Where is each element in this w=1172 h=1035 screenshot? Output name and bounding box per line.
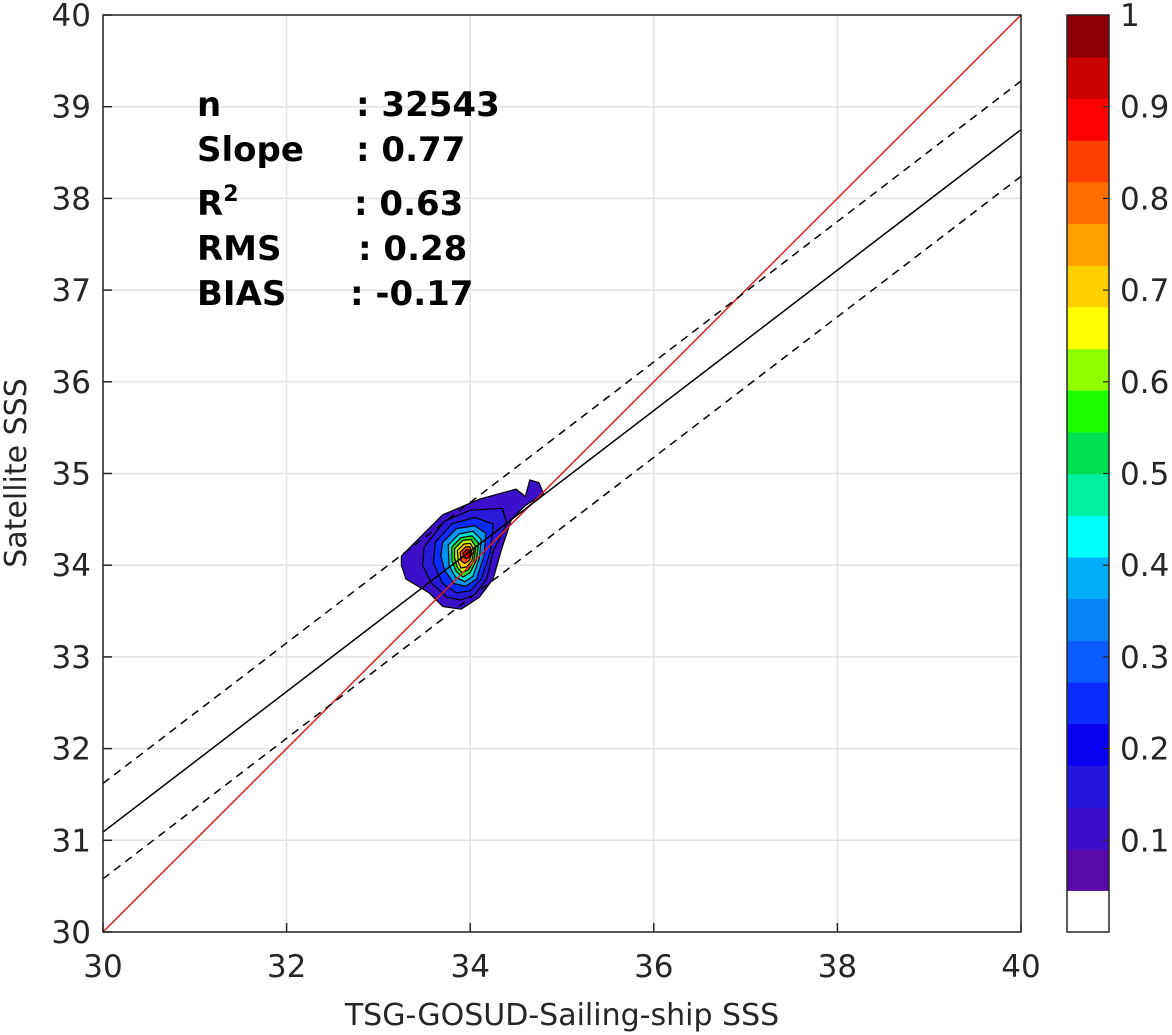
stat-r2-base: R [197, 184, 223, 224]
colorbar-tick-label: 0.1 [1120, 823, 1169, 859]
colorbar-tick-label: 0.6 [1120, 365, 1169, 401]
y-tick-label: 31 [52, 823, 91, 859]
colorbar-segment [1067, 390, 1109, 433]
colorbar-segment [1067, 181, 1109, 225]
x-tick-label: 34 [450, 949, 489, 985]
line-fit-minus-rms [103, 175, 1021, 880]
stat-rms-value: : 0.28 [358, 229, 467, 269]
colorbar-segment [1067, 765, 1109, 808]
colorbar-segment [1067, 98, 1109, 141]
stat-slope-label: Slope [197, 130, 304, 170]
stat-bias-label: BIAS [197, 274, 286, 314]
colorbar-tick-label: 0.3 [1120, 640, 1169, 676]
stat-r2-label: R2 [197, 182, 239, 224]
colorbar: 0.1 0.2 0.3 0.4 0.5 0.6 0.7 0.8 0.9 1 [1066, 0, 1169, 933]
colorbar-segment [1067, 265, 1109, 308]
x-tick-label: 36 [634, 949, 673, 985]
y-tick-label: 35 [52, 457, 91, 493]
y-tick-label: 32 [52, 732, 91, 768]
colorbar-segment [1067, 223, 1109, 266]
colorbar-segment [1067, 306, 1109, 350]
colorbar-tick-label: 0.7 [1120, 273, 1169, 309]
colorbar-tick-label: 0.5 [1120, 457, 1169, 493]
colorbar-segment [1067, 56, 1109, 99]
stat-n-value: : 32543 [356, 85, 500, 125]
colorbar-segment [1067, 723, 1109, 766]
stat-n-label: n [197, 85, 221, 125]
colorbar-segment [1067, 598, 1109, 641]
colorbar-segment [1067, 431, 1109, 475]
colorbar-segment [1067, 515, 1109, 558]
stat-r2-value: : 0.63 [354, 184, 463, 224]
colorbar-segment [1067, 848, 1109, 891]
y-tick-label: 30 [52, 915, 91, 951]
y-tick-label: 40 [52, 0, 91, 34]
line-regression-fit [103, 129, 1021, 833]
x-tick-label: 32 [267, 949, 306, 985]
stat-r2-superscript: 2 [223, 182, 238, 207]
x-tick-label: 40 [1001, 949, 1040, 985]
line-fit-plus-rms [103, 80, 1021, 785]
colorbar-tick-label: 0.4 [1120, 548, 1169, 584]
y-tick-label: 39 [52, 90, 91, 126]
colorbar-segment [1067, 348, 1109, 391]
colorbar-segment [1067, 140, 1109, 183]
colorbar-segment [1067, 890, 1109, 933]
density-contours [400, 479, 545, 610]
stat-rms-label: RMS [197, 229, 282, 269]
colorbar-segment [1067, 681, 1109, 725]
colorbar-segment [1067, 473, 1109, 516]
colorbar-segment [1067, 640, 1109, 683]
x-axis-label: TSG-GOSUD-Sailing-ship SSS [344, 998, 779, 1033]
y-tick-label: 36 [52, 365, 91, 401]
y-tick-label: 33 [52, 640, 91, 676]
colorbar-tick-label: 0.2 [1120, 732, 1169, 768]
colorbar-segment [1067, 806, 1109, 850]
y-axis-label: Satellite SSS [0, 378, 34, 568]
stats-box: n : 32543 Slope : 0.77 R2 : 0.63 RMS : 0… [197, 85, 500, 314]
colorbar-tick-label: 0.8 [1120, 181, 1169, 217]
colorbar-tick-label: 1 [1120, 0, 1140, 34]
reference-lines [103, 15, 1021, 932]
x-tick-label: 30 [83, 949, 122, 985]
stat-bias-value: : -0.17 [350, 274, 473, 314]
y-tick-label: 37 [52, 273, 91, 309]
stat-slope-value: : 0.77 [356, 130, 465, 170]
y-tick-label: 38 [52, 181, 91, 217]
x-tick-label: 38 [818, 949, 857, 985]
colorbar-segment [1067, 556, 1109, 600]
line-one-to-one [103, 15, 1021, 932]
colorbar-tick-label: 0.9 [1120, 90, 1169, 126]
grid [102, 14, 1022, 933]
y-tick-label: 34 [52, 548, 91, 584]
y-ticks: 30 31 32 33 34 35 36 37 38 39 40 [52, 0, 112, 951]
colorbar-segment [1067, 15, 1109, 58]
x-ticks: 30 32 34 36 38 40 [83, 923, 1041, 985]
